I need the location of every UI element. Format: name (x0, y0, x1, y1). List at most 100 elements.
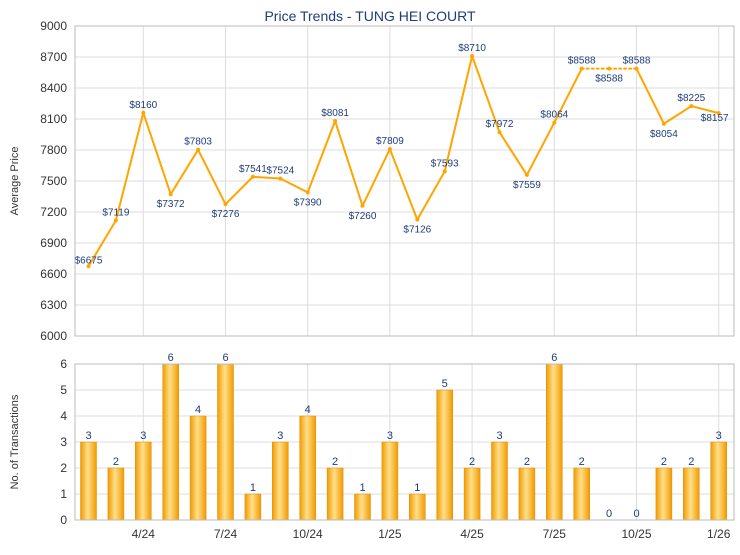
tx-bar (326, 467, 344, 521)
price-data-label: $7803 (184, 137, 212, 148)
price-data-label: $7541 (239, 164, 267, 175)
price-data-label: $8588 (623, 56, 651, 67)
price-line-segment (87, 219, 117, 268)
tx-bar (162, 363, 179, 521)
price-point (278, 176, 283, 181)
tx-bar (518, 467, 536, 521)
price-point (168, 192, 173, 197)
price-y-tick-label: 8700 (40, 50, 67, 64)
tx-data-label: 6 (168, 352, 174, 364)
price-y-tick-label: 8400 (40, 81, 67, 95)
price-line-segment (279, 177, 309, 194)
tx-y-tick-label: 1 (60, 487, 67, 501)
price-point (552, 120, 557, 125)
tx-data-label: 4 (195, 404, 201, 416)
price-line-segment (169, 148, 200, 196)
tx-bar (436, 389, 453, 521)
price-point (305, 190, 310, 195)
tx-data-label: 1 (359, 482, 365, 494)
tx-bar (683, 467, 700, 521)
tx-data-label: 2 (332, 456, 338, 468)
price-line-segment (224, 175, 254, 206)
tx-data-label: 2 (579, 456, 585, 468)
x-tick-label: 7/24 (214, 527, 238, 541)
price-data-label: $8710 (458, 43, 486, 54)
tx-y-tick-label: 3 (60, 435, 67, 449)
price-y-axis-label: Average Price (9, 147, 21, 216)
price-data-label: $8081 (321, 108, 349, 119)
price-point (442, 169, 447, 174)
tx-data-label: 0 (606, 508, 612, 520)
price-line-segment (361, 148, 391, 207)
tx-data-label: 2 (688, 456, 694, 468)
tx-bar (463, 467, 481, 521)
tx-data-label: 3 (496, 430, 502, 442)
tx-bar (217, 363, 234, 521)
price-y-tick-label: 6900 (40, 236, 67, 250)
price-data-label: $7372 (157, 199, 185, 210)
tx-bar (80, 441, 97, 521)
price-line-segment (142, 111, 172, 196)
tx-y-tick-label: 5 (60, 383, 67, 397)
tx-data-label: 2 (661, 456, 667, 468)
price-data-label: $8157 (701, 113, 729, 124)
tx-plot-frame (74, 363, 735, 521)
x-tick-label: 7/25 (543, 527, 567, 541)
tx-data-label: 4 (305, 404, 311, 416)
x-tick-label: 4/24 (132, 527, 156, 541)
price-line-segment (471, 54, 501, 134)
tx-data-label: 6 (222, 352, 228, 364)
price-point (607, 66, 612, 71)
price-point (716, 111, 721, 116)
x-tick-label: 10/25 (621, 527, 651, 541)
price-data-label: $7390 (294, 197, 322, 208)
price-data-label: $8588 (568, 56, 596, 67)
price-y-tick-label: 6600 (40, 267, 67, 281)
tx-bar (409, 493, 426, 521)
price-data-label: $7276 (212, 209, 240, 220)
price-line-segment (553, 67, 583, 124)
price-line-segment (306, 119, 337, 194)
tx-data-label: 1 (414, 482, 420, 494)
tx-bar (299, 415, 316, 521)
price-data-label: $8064 (540, 110, 568, 121)
price-line-segment (662, 105, 693, 125)
price-point (661, 121, 666, 126)
price-line-segment (690, 105, 720, 115)
price-y-tick-label: 7500 (40, 174, 67, 188)
price-data-label: $8054 (650, 129, 678, 140)
price-y-tick-label: 6300 (40, 298, 67, 312)
tx-data-label: 2 (469, 456, 475, 468)
price-plot-frame (74, 25, 735, 337)
tx-data-label: 2 (113, 456, 119, 468)
tx-bar (189, 415, 207, 521)
price-data-label: $7126 (403, 225, 431, 236)
price-point (250, 174, 255, 179)
tx-bar (491, 441, 508, 521)
price-line-segment (251, 175, 282, 180)
tx-data-label: 3 (277, 430, 283, 442)
tx-y-tick-label: 6 (60, 357, 67, 371)
tx-bar (573, 467, 590, 521)
price-y-tick-label: 8100 (40, 112, 67, 126)
price-data-label: $6675 (75, 255, 103, 266)
tx-bar (655, 467, 673, 521)
chart-title: Price Trends - TUNG HEI COURT (264, 8, 476, 24)
transactions-y-axis-label: No. of Transactions (9, 394, 21, 489)
price-y-tick-label: 7200 (40, 205, 67, 219)
price-point (524, 172, 529, 177)
tx-data-label: 2 (524, 456, 530, 468)
price-data-label: $8160 (129, 100, 157, 111)
price-point (415, 217, 420, 222)
price-point (333, 118, 338, 123)
tx-data-label: 5 (442, 378, 448, 390)
price-point (579, 66, 584, 71)
price-line-segment (388, 148, 419, 221)
price-point (113, 218, 118, 223)
price-point (470, 53, 475, 58)
tx-bar (107, 467, 125, 521)
price-y-tick-label: 6000 (40, 329, 67, 343)
price-point (387, 147, 392, 152)
